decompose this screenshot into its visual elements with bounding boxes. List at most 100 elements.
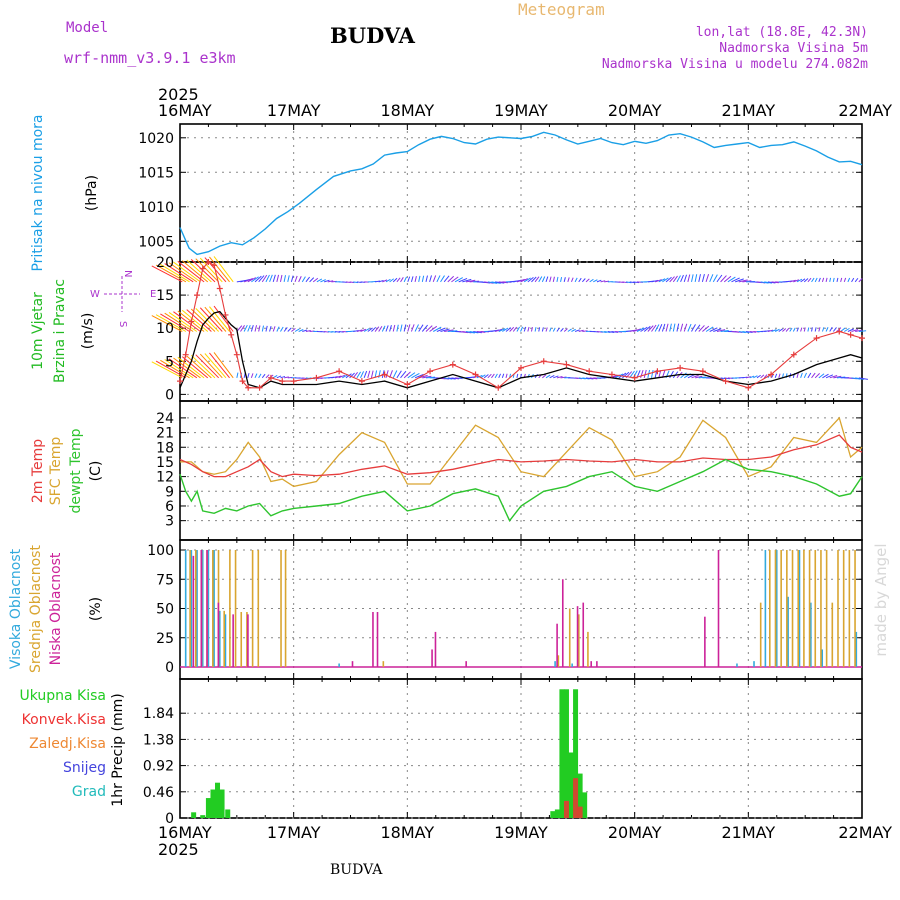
wind-barb xyxy=(465,331,475,334)
altitude-info: Nadmorska Visina 5m xyxy=(719,41,868,56)
wind-barb xyxy=(363,328,370,332)
wind-barb xyxy=(556,327,560,332)
wind-barb xyxy=(680,372,687,379)
wind-barb xyxy=(807,277,812,283)
wind-barb xyxy=(327,331,333,333)
wind-barb xyxy=(280,326,284,332)
wind-gust-point xyxy=(449,361,456,368)
wind-barb xyxy=(487,281,498,284)
wind-barb xyxy=(705,326,714,332)
wind-barb xyxy=(392,277,398,283)
wind-barb xyxy=(545,374,551,379)
wind-barb xyxy=(160,313,190,332)
wind-barb xyxy=(829,277,832,282)
wind-barb xyxy=(756,374,761,379)
wind-barb xyxy=(767,281,776,284)
wind-gust-point xyxy=(205,259,212,265)
wind-barb xyxy=(298,276,302,283)
y-tick-label: 15 xyxy=(156,455,174,471)
wind-barb xyxy=(349,372,355,379)
wind-barb xyxy=(650,369,654,378)
wind-barb xyxy=(818,277,821,283)
wind-gust-point xyxy=(194,292,201,299)
wind-title-1: 10m Vjetar xyxy=(30,292,46,370)
wind-barb xyxy=(767,329,774,332)
wind-barb xyxy=(483,374,489,379)
wind-barb xyxy=(585,377,594,380)
wind-barb xyxy=(516,373,519,378)
wind-barb xyxy=(280,375,286,379)
wind-barb xyxy=(327,280,334,283)
panel-frame-clouds xyxy=(179,539,863,680)
wind-barb xyxy=(680,323,684,332)
wind-barb xyxy=(254,275,262,283)
wind-gust-point xyxy=(790,351,797,358)
wind-barb xyxy=(186,355,212,379)
wind-barb xyxy=(272,274,276,283)
wind-barb xyxy=(829,375,838,379)
wind-barb xyxy=(501,373,505,378)
wind-barb xyxy=(429,325,438,332)
wind-gust-point xyxy=(358,378,365,385)
x-label-bottom: 16MAY xyxy=(158,823,212,842)
wind-barb xyxy=(811,327,813,332)
y-tick-label: 1010 xyxy=(138,200,174,216)
year-label-bottom: 2025 xyxy=(158,840,199,859)
wind-barb xyxy=(491,373,495,379)
wind-barb xyxy=(549,375,555,379)
wind-barb xyxy=(160,359,190,379)
wind-barb xyxy=(195,258,220,283)
x-label-bottom: 18MAY xyxy=(381,823,435,842)
wind-barb xyxy=(582,330,588,332)
wind-barb xyxy=(155,314,187,332)
wind-barb xyxy=(818,373,825,379)
wind-gust-point xyxy=(813,335,820,342)
wind-barb xyxy=(353,281,359,284)
wind-barb xyxy=(345,281,351,284)
wind-barb xyxy=(803,327,806,332)
wind-barb xyxy=(356,329,363,332)
wind-barb xyxy=(716,274,723,283)
wind-barb xyxy=(600,331,607,333)
wind-barb xyxy=(825,374,834,379)
y-tick-label: 1.84 xyxy=(143,706,174,722)
wind-barb xyxy=(444,377,453,380)
wind-barb xyxy=(414,324,419,332)
wind-barb xyxy=(553,375,559,379)
wind-barb xyxy=(618,372,627,379)
wind-barb xyxy=(818,327,821,332)
wind-barb xyxy=(858,330,867,332)
wind-barb xyxy=(691,274,694,282)
wind-barb xyxy=(334,331,341,333)
wind-barb xyxy=(356,281,362,284)
wind-barb xyxy=(247,277,257,283)
wind-barb xyxy=(151,315,183,332)
wind-barb xyxy=(498,328,506,332)
wind-barb xyxy=(534,276,540,283)
text-layer: 1005101010151020051015203691215182124025… xyxy=(8,85,892,859)
wind-barb xyxy=(695,375,703,379)
temp-label-sfc: SFC Temp xyxy=(48,437,64,506)
wind-barb xyxy=(261,373,266,379)
wind-barb xyxy=(458,277,468,283)
wind-barb xyxy=(382,279,388,283)
wind-barb xyxy=(309,277,315,283)
wind-barb xyxy=(807,372,812,379)
wind-barb xyxy=(291,327,296,332)
wind-barb xyxy=(691,324,696,332)
wind-barb xyxy=(582,278,586,283)
wind-barb xyxy=(440,328,450,332)
precip-bar-total xyxy=(219,789,225,818)
wind-barb xyxy=(302,329,308,332)
wind-barb xyxy=(213,352,234,379)
wind-barb xyxy=(360,371,365,379)
wind-barb xyxy=(367,327,373,332)
wind-barb xyxy=(451,377,460,380)
wind-barb xyxy=(447,275,455,283)
wind-barb xyxy=(520,373,523,378)
wind-barb xyxy=(742,280,752,283)
wind-barb xyxy=(276,375,282,379)
wind-barb xyxy=(738,279,748,283)
wind-barb xyxy=(807,327,810,332)
